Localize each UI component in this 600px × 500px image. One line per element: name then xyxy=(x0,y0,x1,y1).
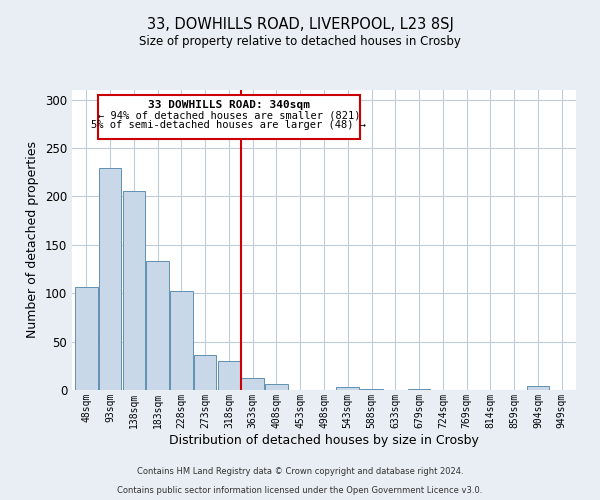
Bar xyxy=(408,389,430,390)
Bar xyxy=(122,190,145,390)
Text: Contains public sector information licensed under the Open Government Licence v3: Contains public sector information licen… xyxy=(118,486,482,495)
Bar xyxy=(99,168,121,390)
Y-axis label: Number of detached properties: Number of detached properties xyxy=(26,142,40,338)
Bar xyxy=(360,389,383,390)
Text: 5% of semi-detached houses are larger (48) →: 5% of semi-detached houses are larger (4… xyxy=(91,120,367,130)
Bar xyxy=(337,387,359,390)
Bar xyxy=(265,384,288,390)
Bar xyxy=(527,386,549,390)
Text: ← 94% of detached houses are smaller (821): ← 94% of detached houses are smaller (82… xyxy=(98,110,360,120)
Text: 33 DOWHILLS ROAD: 340sqm: 33 DOWHILLS ROAD: 340sqm xyxy=(148,100,310,110)
Bar xyxy=(241,378,264,390)
Text: 33, DOWHILLS ROAD, LIVERPOOL, L23 8SJ: 33, DOWHILLS ROAD, LIVERPOOL, L23 8SJ xyxy=(146,18,454,32)
Bar xyxy=(194,355,217,390)
FancyBboxPatch shape xyxy=(98,95,359,140)
Bar xyxy=(170,292,193,390)
Bar xyxy=(75,288,98,390)
Text: Contains HM Land Registry data © Crown copyright and database right 2024.: Contains HM Land Registry data © Crown c… xyxy=(137,467,463,476)
Bar xyxy=(218,361,240,390)
Bar xyxy=(146,262,169,390)
Text: Size of property relative to detached houses in Crosby: Size of property relative to detached ho… xyxy=(139,35,461,48)
X-axis label: Distribution of detached houses by size in Crosby: Distribution of detached houses by size … xyxy=(169,434,479,446)
